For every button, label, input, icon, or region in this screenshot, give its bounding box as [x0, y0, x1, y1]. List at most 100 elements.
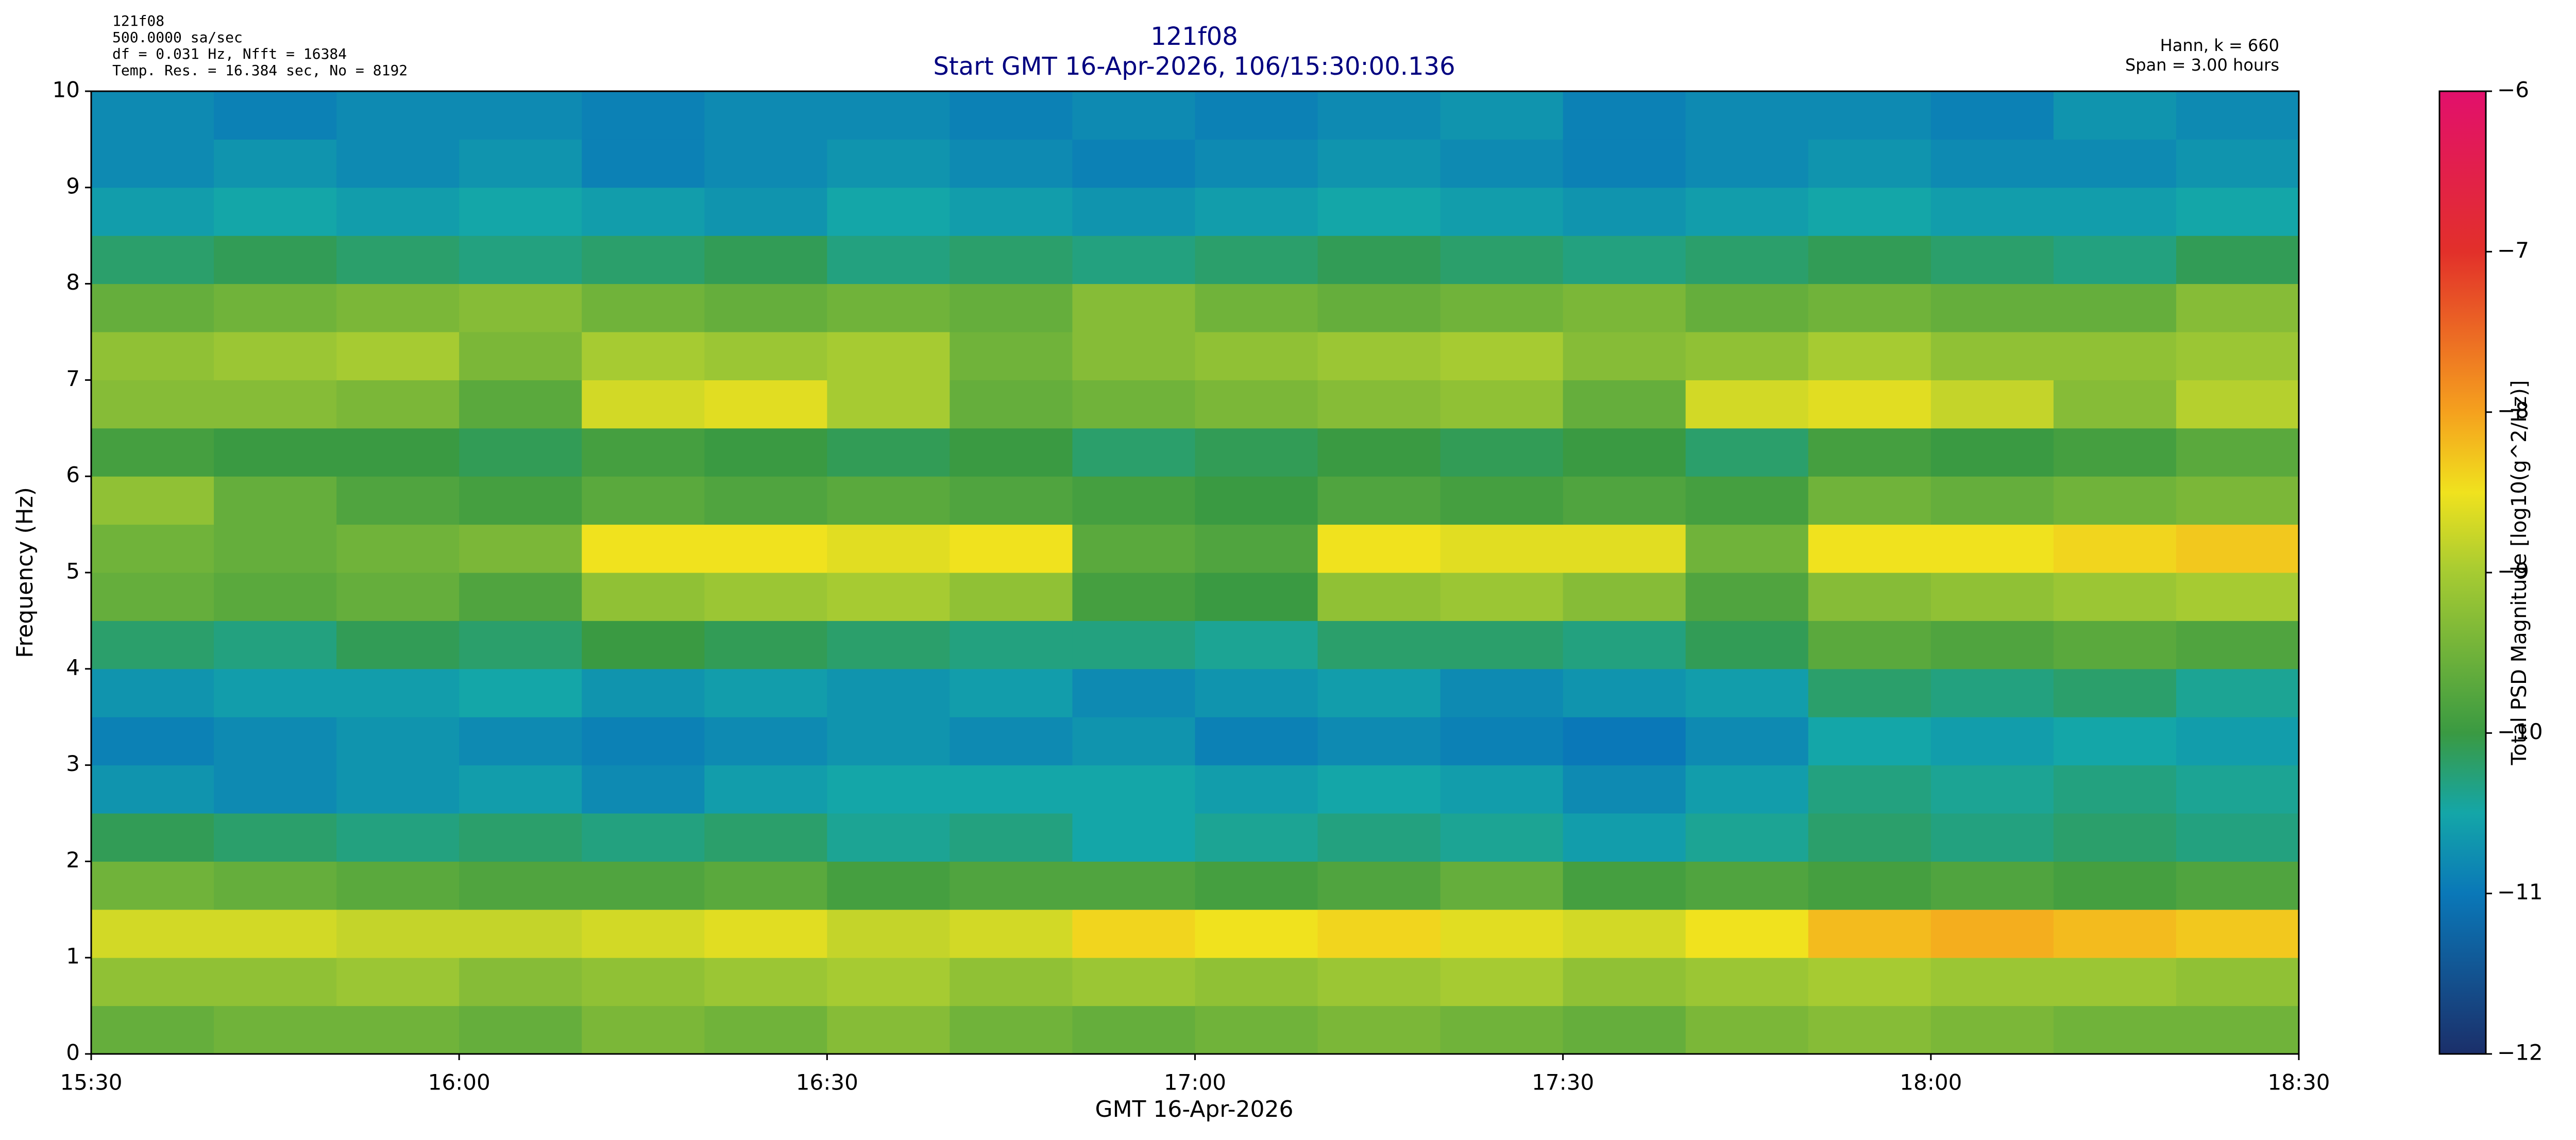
heatmap-cell — [214, 765, 337, 814]
heatmap-cell — [1072, 573, 1195, 621]
y-axis-label: Frequency (Hz) — [12, 487, 38, 658]
heatmap-cell — [2053, 332, 2177, 380]
heatmap-cell — [1317, 1005, 1441, 1054]
heatmap-cell — [950, 236, 1073, 284]
heatmap-cell — [2053, 909, 2177, 958]
heatmap-cell — [2053, 524, 2177, 573]
heatmap-cell — [1072, 958, 1195, 1007]
heatmap-cell — [459, 573, 582, 621]
info-right: Span = 3.00 hours — [2125, 55, 2279, 75]
heatmap-cell — [2176, 332, 2299, 380]
heatmap-cell — [1685, 765, 1809, 814]
heatmap-cell — [704, 765, 827, 814]
heatmap-cell — [1685, 332, 1809, 380]
heatmap-cell — [1317, 573, 1441, 621]
heatmap-cell — [336, 621, 460, 669]
heatmap-cell — [827, 91, 950, 140]
heatmap-cell — [827, 909, 950, 958]
heatmap-cell — [336, 332, 460, 380]
heatmap-cell — [704, 236, 827, 284]
heatmap-cell — [827, 1005, 950, 1054]
heatmap-cell — [1195, 380, 1318, 429]
x-axis-label: GMT 16-Apr-2026 — [1095, 1096, 1294, 1122]
heatmap-cell — [91, 139, 214, 188]
colorbar-tick-label: −9 — [2497, 559, 2529, 584]
heatmap-cell — [1440, 283, 1564, 332]
heatmap-cell — [1563, 476, 1686, 525]
info-left: Temp. Res. = 16.384 sec, No = 8192 — [112, 62, 408, 79]
heatmap-cell — [459, 283, 582, 332]
heatmap-cell — [2176, 236, 2299, 284]
x-tick-label: 18:30 — [2267, 1070, 2330, 1095]
heatmap-cell — [1195, 476, 1318, 525]
heatmap-cell — [1317, 524, 1441, 573]
heatmap-cell — [582, 91, 705, 140]
heatmap-cell — [91, 621, 214, 669]
heatmap-cell — [2176, 573, 2299, 621]
heatmap-cell — [91, 717, 214, 766]
heatmap-cell — [2053, 573, 2177, 621]
heatmap-cell — [336, 91, 460, 140]
heatmap-cell — [1195, 813, 1318, 862]
heatmap-cell — [1195, 861, 1318, 910]
heatmap-cell — [91, 573, 214, 621]
heatmap-cell — [91, 1005, 214, 1054]
heatmap-cell — [1195, 428, 1318, 477]
colorbar-label: Total PSD Magnitude [log10(g^2/Hz)] — [2507, 380, 2531, 766]
heatmap-cell — [336, 187, 460, 236]
heatmap-cell — [214, 428, 337, 477]
heatmap-cell — [1440, 139, 1564, 188]
heatmap-cell — [91, 91, 214, 140]
colorbar-tick-label: −11 — [2497, 879, 2543, 904]
y-tick-label: 5 — [66, 559, 80, 584]
heatmap-cell — [1440, 717, 1564, 766]
heatmap-cell — [214, 139, 337, 188]
heatmap-cell — [2176, 187, 2299, 236]
heatmap-cell — [1930, 958, 2054, 1007]
heatmap-cell — [704, 187, 827, 236]
heatmap-cell — [2176, 524, 2299, 573]
heatmap-cell — [1317, 909, 1441, 958]
heatmap-cell — [704, 717, 827, 766]
heatmap-cell — [582, 187, 705, 236]
heatmap-cell — [1440, 428, 1564, 477]
heatmap-cell — [214, 283, 337, 332]
heatmap-cell — [1808, 717, 1931, 766]
heatmap-cell — [950, 717, 1073, 766]
heatmap-cell — [1440, 91, 1564, 140]
info-left: 500.0000 sa/sec — [112, 29, 243, 46]
heatmap-cell — [2176, 283, 2299, 332]
heatmap-cell — [459, 332, 582, 380]
heatmap-cell — [91, 283, 214, 332]
heatmap-cell — [2176, 717, 2299, 766]
heatmap-cell — [91, 428, 214, 477]
heatmap-cell — [459, 909, 582, 958]
heatmap-cell — [1195, 187, 1318, 236]
y-tick-label: 7 — [66, 366, 80, 391]
heatmap-cell — [704, 428, 827, 477]
heatmap-cell — [1440, 524, 1564, 573]
heatmap-cell — [459, 621, 582, 669]
colorbar-tick-label: −8 — [2497, 398, 2529, 423]
heatmap-cell — [1072, 717, 1195, 766]
heatmap-cell — [1808, 668, 1931, 717]
heatmap-cell — [1072, 765, 1195, 814]
heatmap-cell — [2176, 813, 2299, 862]
heatmap-cell — [91, 861, 214, 910]
colorbar-tick-label: −7 — [2497, 238, 2529, 263]
heatmap-cell — [827, 861, 950, 910]
heatmap-cell — [1440, 813, 1564, 862]
heatmap-cell — [1440, 332, 1564, 380]
heatmap-cell — [582, 524, 705, 573]
heatmap-cell — [1685, 283, 1809, 332]
heatmap-cell — [2053, 765, 2177, 814]
heatmap-cell — [1563, 573, 1686, 621]
heatmap-cell — [950, 958, 1073, 1007]
heatmap-cell — [1440, 621, 1564, 669]
heatmap-cell — [1808, 1005, 1931, 1054]
heatmap-cell — [1563, 187, 1686, 236]
heatmap-cell — [1930, 668, 2054, 717]
heatmap-cell — [1685, 380, 1809, 429]
heatmap-cell — [1685, 236, 1809, 284]
heatmap-cell — [582, 283, 705, 332]
